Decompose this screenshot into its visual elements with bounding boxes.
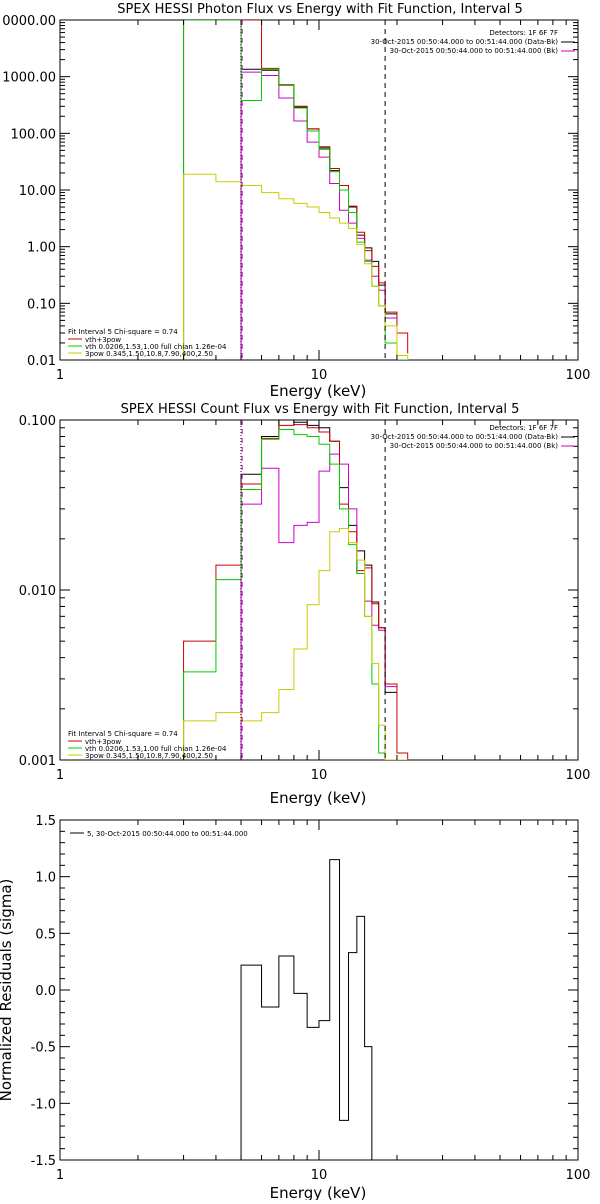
c2-y-tick-label: 0.001 (19, 754, 56, 769)
chart2-legend-entry-3: 3pow 0.345,1.50,10.8,7.90,400,2.50 (85, 752, 213, 760)
c2-series-2 (240, 453, 397, 760)
c3-y-tick-label: -1.0 (31, 1097, 56, 1112)
chart3-legend-entry: 5, 30-Oct-2015 00:50:44.000 to 00:51:44.… (87, 830, 248, 838)
c2-x-tick-label: 100 (566, 768, 591, 783)
c1-y-tick-label: 0.10 (27, 297, 56, 312)
c1-series-4 (183, 20, 408, 360)
c2-series-3 (183, 424, 409, 760)
chart1-legend-entry-2: vth 0.0206,1.53,1.00 full chian 1.26e-04 (85, 343, 227, 351)
chart2-detectors-text: Detectors: 1F 6F 7F (489, 424, 558, 432)
c3-x-tick-label: 1 (56, 1168, 64, 1183)
c3-series-1 (240, 859, 386, 1160)
c1-y-tick-label: 10.00 (19, 184, 56, 199)
chart2-legend-bk: 30-Oct-2015 00:50:44.000 to 00:51:44.000… (390, 442, 559, 450)
c1-x-tick-label: 100 (566, 368, 591, 383)
chart3-y-axis-label: Normalized Residuals (sigma) (0, 879, 15, 1102)
c2-x-tick-label: 1 (56, 768, 64, 783)
c3-y-tick-label: 1.0 (35, 871, 56, 886)
chart2-legend-bottom-left: Fit Interval 5 Chi-square = 0.74 vth+3po… (68, 730, 227, 760)
c1-series-1 (240, 68, 397, 360)
photon-flux-chart: SPEX HESSI Photon Flux vs Energy with Fi… (2, 2, 590, 400)
chart2-legend-data-bk: 30-Oct-2015 00:50:44.000 to 00:51:44.000… (371, 433, 559, 441)
chart1-legend-bk: 30-Oct-2015 00:50:44.000 to 00:51:44.000… (390, 47, 559, 55)
chart1-title: SPEX HESSI Photon Flux vs Energy with Fi… (117, 2, 523, 17)
c2-y-tick-label: 0.010 (19, 584, 56, 599)
chart3-legend: 5, 30-Oct-2015 00:50:44.000 to 00:51:44.… (70, 830, 248, 838)
chart2-x-axis-label: Energy (keV) (270, 789, 367, 807)
chart1-fit-header: Fit Interval 5 Chi-square = 0.74 (68, 328, 178, 336)
chart1-detectors-text: Detectors: 1F 6F 7F (489, 29, 558, 37)
c1-y-tick-label: 1000.00 (2, 71, 56, 86)
c1-x-tick-label: 1 (56, 368, 64, 383)
chart1-legend-entry-1: vth+3pow (85, 336, 121, 344)
c3-y-tick-label: 0.0 (35, 984, 56, 999)
chart2-legend-top-right: Detectors: 1F 6F 7F 30-Oct-2015 00:50:44… (371, 424, 575, 450)
c3-y-tick-label: 0.5 (35, 927, 56, 942)
c3-x-tick-label: 10 (311, 1168, 328, 1183)
chart1-plot-frame (59, 19, 579, 361)
c2-x-tick-label: 10 (311, 768, 328, 783)
c1-y-tick-label: 1.00 (27, 241, 56, 256)
chart2-legend-entry-1: vth+3pow (85, 738, 121, 746)
chart1-legend-data-bk: 30-Oct-2015 00:50:44.000 to 00:51:44.000… (371, 38, 559, 46)
chart3-x-axis-label: Energy (keV) (270, 1184, 367, 1200)
c3-y-tick-label: 1.5 (35, 814, 56, 829)
c2-y-tick-label: 0.100 (19, 414, 56, 429)
chart3-plot-frame (59, 819, 579, 1161)
chart1-legend-entry-3: 3pow 0.345,1.50,10.8,7.90,400,2.50 (85, 350, 213, 358)
chart1-legend-top-right: Detectors: 1F 6F 7F 30-Oct-2015 00:50:44… (371, 29, 575, 55)
c3-x-tick-label: 100 (566, 1168, 591, 1183)
c3-y-tick-label: -1.5 (31, 1154, 56, 1169)
c2-series-4 (183, 428, 408, 760)
c1-series-2 (240, 71, 397, 360)
chart1-legend-bottom-left: Fit Interval 5 Chi-square = 0.74 vth+3po… (68, 328, 227, 358)
count-flux-chart: SPEX HESSI Count Flux vs Energy with Fit… (19, 402, 591, 807)
c1-x-tick-label: 10 (311, 368, 328, 383)
c1-y-tick-label: 0.01 (27, 354, 56, 369)
c1-series-3 (183, 20, 409, 360)
c1-y-tick-label: 0000.00 (2, 14, 56, 29)
chart2-fit-header: Fit Interval 5 Chi-square = 0.74 (68, 730, 178, 738)
c1-series-5 (183, 173, 409, 360)
chart2-title: SPEX HESSI Count Flux vs Energy with Fit… (121, 402, 520, 417)
c1-y-tick-label: 100.00 (11, 127, 57, 142)
c2-series-5 (183, 528, 408, 760)
residuals-chart: 1 10 100 -1.5 -1.0 -0.5 0.0 0.5 1.0 1.5 Energy (k… (0, 814, 591, 1202)
c3-y-tick-label: -0.5 (31, 1041, 56, 1056)
chart2-legend-entry-2: vth 0.0206,1.53,1.00 full chian 1.26e-04 (85, 745, 227, 753)
chart1-x-axis-label: Energy (keV) (270, 382, 367, 400)
